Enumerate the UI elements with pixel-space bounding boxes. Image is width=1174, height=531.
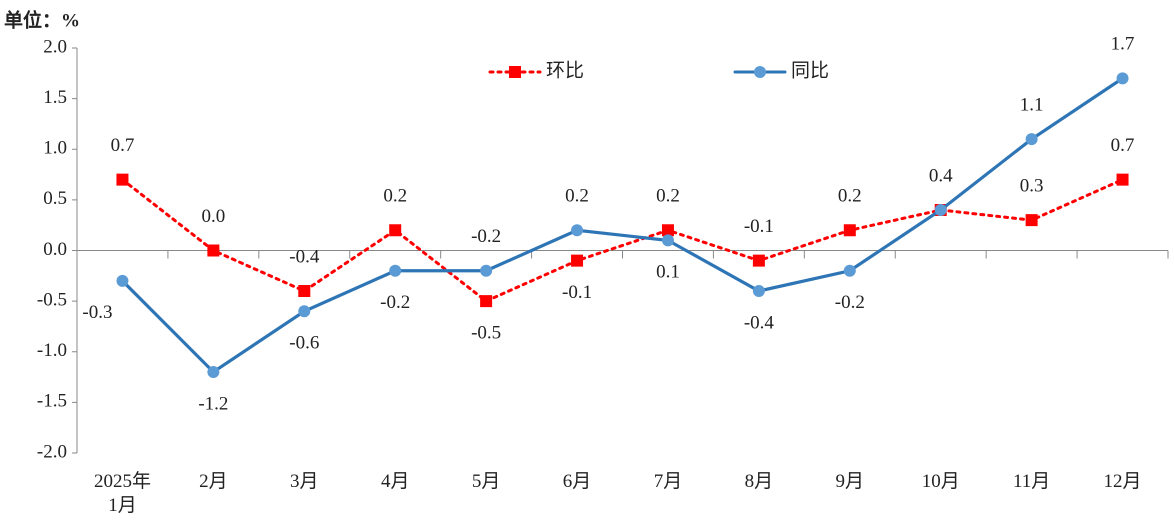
data-label: 0.2: [383, 186, 407, 207]
marker: [116, 274, 129, 287]
data-label: -0.2: [471, 226, 501, 247]
marker: [752, 285, 765, 297]
data-label: -0.6: [289, 333, 319, 354]
legend-label: 同比: [791, 59, 829, 81]
marker: [1025, 133, 1038, 146]
data-label: -0.4: [289, 246, 320, 267]
marker: [298, 305, 311, 318]
x-tick-label: 7月: [653, 471, 683, 492]
y-tick-label: 1.0: [43, 138, 67, 159]
marker: [571, 224, 584, 237]
data-label: 0.3: [1020, 175, 1044, 196]
marker: [843, 264, 856, 277]
data-label: 0.4: [929, 165, 953, 186]
marker: [571, 254, 584, 267]
y-tick-label: 0.5: [43, 188, 67, 209]
data-label: 1.7: [1111, 34, 1135, 55]
x-tick-label: 11月: [1012, 471, 1051, 492]
x-tick-label: 4月: [380, 471, 410, 492]
y-tick-label: -2.0: [37, 441, 67, 462]
marker: [843, 224, 856, 237]
data-label: 0.0: [202, 206, 226, 227]
y-tick-label: -1.0: [37, 340, 67, 361]
data-label: -0.3: [82, 302, 112, 323]
marker: [934, 204, 947, 216]
legend-marker: [754, 66, 766, 78]
x-tick-label: 2月: [199, 471, 228, 492]
marker: [1116, 173, 1129, 186]
y-tick-label: 2.0: [43, 36, 67, 57]
x-tick-label: 2025年1月: [93, 471, 151, 516]
data-label: -0.2: [835, 292, 865, 313]
y-tick-label: -0.5: [37, 289, 67, 310]
marker: [207, 244, 220, 257]
x-tick-label: 12月: [1103, 471, 1142, 492]
marker: [752, 254, 765, 267]
x-tick-label: 3月: [290, 471, 319, 492]
data-label: -0.1: [744, 216, 774, 237]
data-label: 0.7: [111, 135, 135, 156]
x-tick-label: 8月: [744, 471, 774, 492]
x-tick-label: 5月: [471, 471, 501, 492]
marker: [298, 285, 311, 297]
data-label: -0.4: [744, 312, 775, 333]
series-line: [120, 178, 1125, 303]
marker: [661, 224, 674, 237]
marker: [661, 234, 674, 247]
data-label: -0.2: [380, 292, 410, 313]
data-label: 0.1: [656, 262, 680, 283]
marker: [1025, 214, 1038, 227]
series-line: [120, 76, 1125, 375]
y-tick-label: 0.0: [43, 239, 67, 260]
marker: [116, 173, 129, 186]
y-tick-label: -1.5: [37, 391, 67, 412]
marker: [1116, 72, 1129, 85]
unit-label: 单位：%: [4, 8, 80, 31]
x-tick-label: 10月: [921, 471, 960, 492]
data-label: -1.2: [198, 393, 228, 414]
marker: [207, 366, 220, 378]
x-tick-label: 9月: [835, 471, 865, 492]
legend-marker: [509, 66, 521, 78]
data-label: 0.7: [1111, 135, 1135, 156]
marker: [389, 264, 402, 277]
data-label: 0.2: [838, 186, 862, 207]
x-tick-label: 6月: [562, 471, 592, 492]
marker: [480, 295, 493, 308]
y-tick-label: 1.5: [43, 87, 67, 108]
marker: [480, 264, 493, 277]
data-label: 0.2: [656, 186, 680, 207]
marker: [389, 224, 402, 237]
legend-label: 环比: [546, 59, 584, 81]
data-label: -0.5: [471, 322, 501, 343]
data-label: 1.1: [1020, 94, 1044, 115]
data-label: 0.2: [565, 186, 589, 207]
data-label: -0.1: [562, 282, 592, 303]
